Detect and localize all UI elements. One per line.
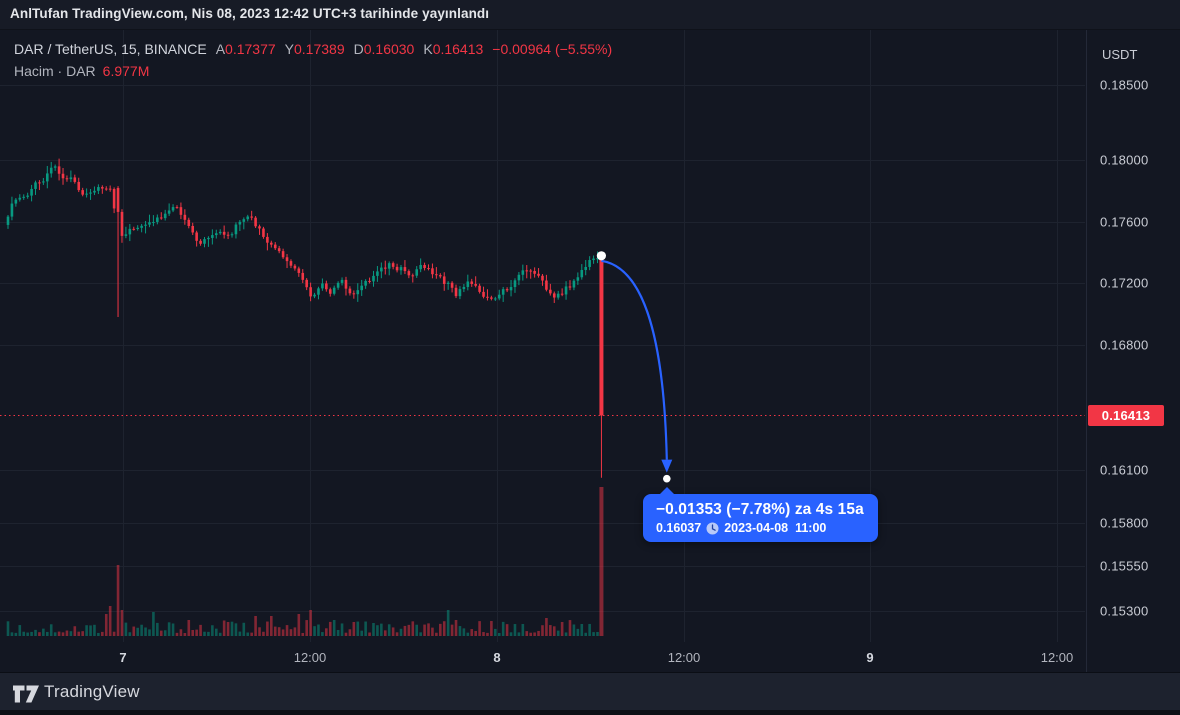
price-tick: 0.15550 [1100,558,1149,574]
last-price-label: 0.16413 [1088,405,1164,426]
low-label: D [353,41,364,57]
time-axis[interactable]: 7 12:00 8 12:00 9 12:00 [0,642,1086,672]
price-tick: 0.16100 [1100,462,1149,478]
price-tick: 0.18000 [1100,152,1149,168]
arrow-start-dot [596,251,607,261]
axis-currency-label: USDT [1102,47,1138,62]
high-value: 0.17389 [294,41,345,57]
tooltip-change-text: −0.01353 (−7.78%) za 4s 15a [656,501,864,518]
tooltip-detail-row: 0.16037 2023-04-08 11:00 [656,521,864,535]
arrow-end-dot [663,474,671,483]
symbol-title[interactable]: DAR / TetherUS, 15, BINANCE [14,41,207,57]
open-value: 0.17377 [225,41,276,57]
close-label: K [423,41,433,57]
price-tick: 0.15300 [1100,603,1149,619]
legend-volume-row: Hacim · DAR 6.977M [14,61,612,82]
publication-header: AnlTufan TradingView.com, Nis 08, 2023 1… [0,0,1180,30]
low-value: 0.16030 [363,41,415,57]
time-tick-day: 7 [119,650,127,665]
tradingview-logo-icon[interactable] [13,684,40,704]
price-tick: 0.15800 [1100,515,1149,531]
publication-title: AnlTufan TradingView.com, Nis 08, 2023 1… [10,6,490,21]
high-label: Y [284,41,294,57]
tooltip-datetime: 2023-04-08 11:00 [724,521,827,535]
volume-value: 6.977M [102,63,150,79]
grid-lines [0,30,1085,642]
symbol-legend: DAR / TetherUS, 15, BINANCE A0.17377 Y0.17… [14,39,612,82]
legend-ohlc-row: DAR / TetherUS, 15, BINANCE A0.17377 Y0.17… [14,39,612,60]
time-tick-day: 9 [866,650,874,665]
close-value: 0.16413 [432,41,484,57]
candles [6,158,604,478]
open-label: A [215,41,226,57]
time-tick: 12:00 [293,650,327,665]
price-tick: 0.17600 [1100,214,1149,230]
time-tick: 12:00 [1040,650,1074,665]
change-value: −0.00964 (−5.55%) [492,41,613,57]
time-tick: 12:00 [667,650,701,665]
price-tick: 0.17200 [1100,275,1149,291]
annotation-arrow[interactable] [596,251,673,483]
volume-bars [6,487,604,636]
price-tick: 0.16800 [1100,337,1149,353]
price-axis[interactable]: USDT 0.18500 0.18000 0.17600 0.17200 0.16800… [1086,30,1180,672]
footer-bar: TradingView [0,672,1180,715]
volume-label[interactable]: Hacim · DAR [14,63,96,79]
price-tick: 0.18500 [1100,77,1149,93]
time-tick-day: 8 [493,650,501,665]
change-tooltip[interactable]: −0.01353 (−7.78%) za 4s 15a 0.16037 2023-… [643,487,878,542]
tradingview-wordmark[interactable]: TradingView [44,682,140,701]
clock-icon [706,522,719,534]
tooltip-price: 0.16037 [656,521,702,535]
chart-area[interactable]: DAR / TetherUS, 15, BINANCE A0.17377 Y0.17… [0,30,1180,672]
